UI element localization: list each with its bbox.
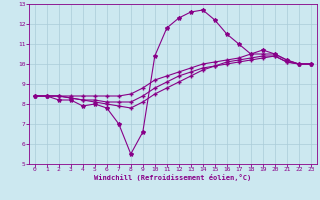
X-axis label: Windchill (Refroidissement éolien,°C): Windchill (Refroidissement éolien,°C) bbox=[94, 174, 252, 181]
